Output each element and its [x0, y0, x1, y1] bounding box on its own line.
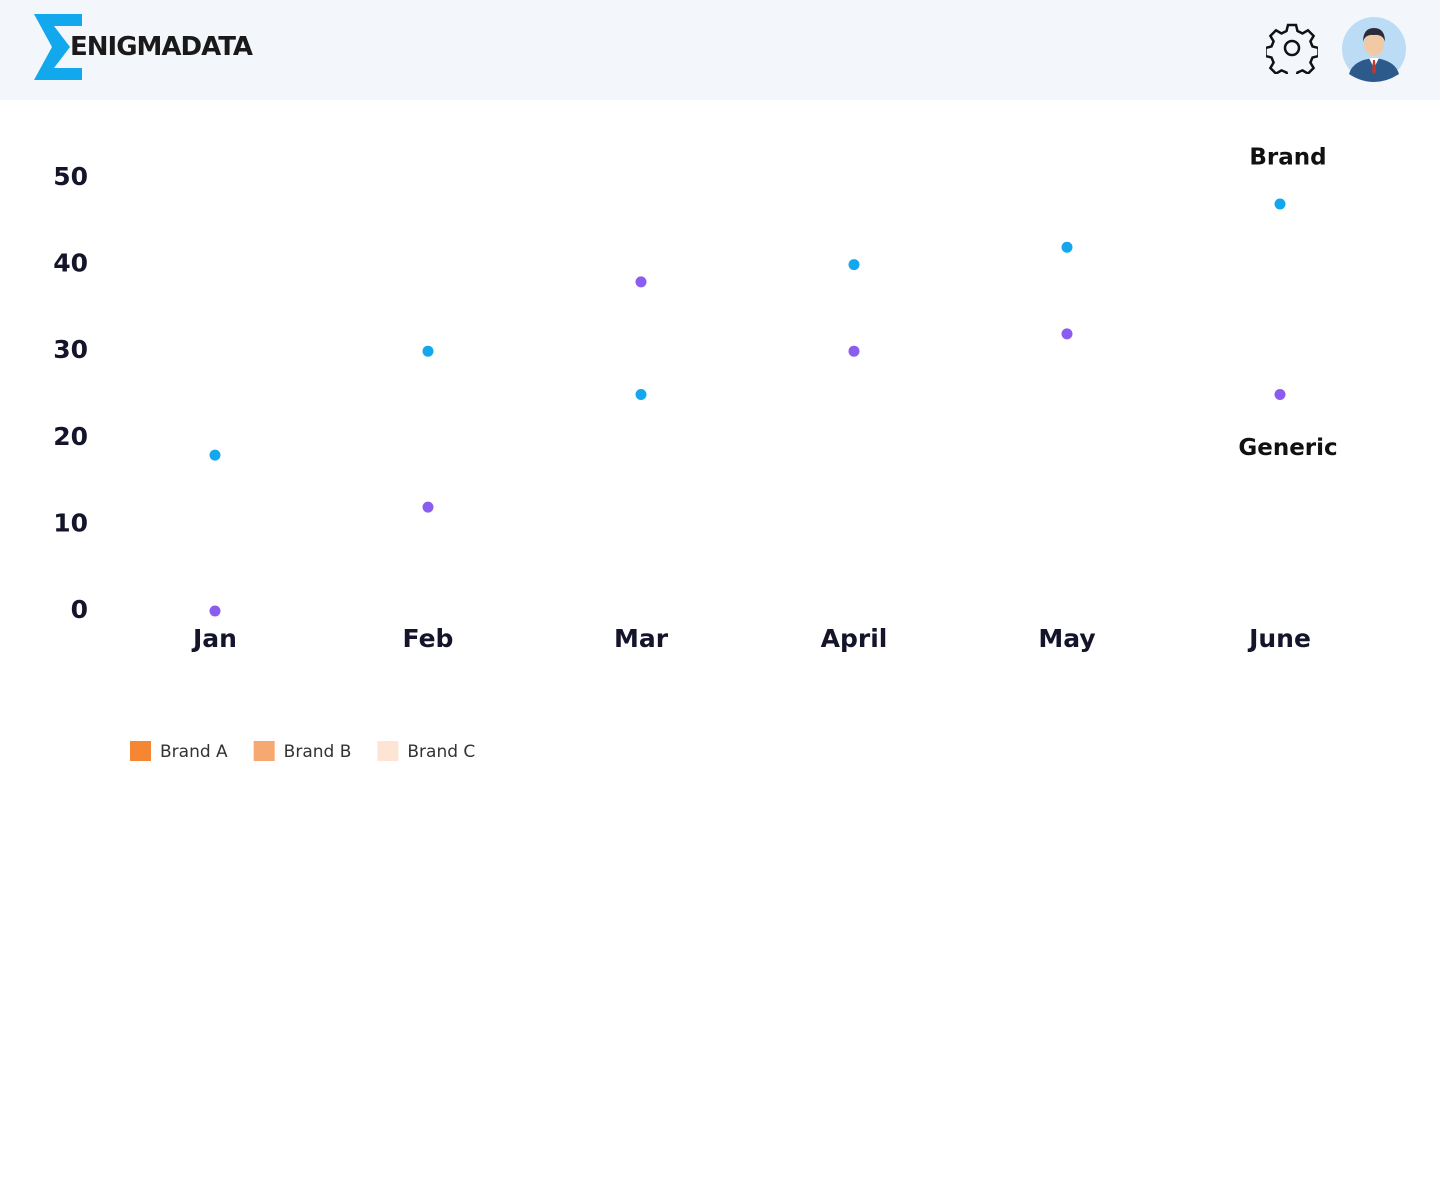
legend-swatch: [130, 741, 151, 761]
chart: 0 10 20 30 40 50 Jan Feb Mar April May June Brand Gen…: [53, 144, 1337, 762]
point: [1274, 389, 1286, 400]
point: [848, 259, 860, 271]
y-tick-label: 30: [53, 335, 88, 364]
x-tick-label: April: [821, 624, 888, 653]
legend-label: Brand A: [160, 742, 228, 762]
point: [1061, 328, 1073, 340]
y-tick-label: 50: [53, 162, 88, 191]
point: [209, 605, 221, 617]
point: [1061, 241, 1073, 253]
legend-swatch: [377, 741, 399, 761]
y-tick-label: 10: [53, 508, 88, 537]
y-tick-label: 0: [71, 595, 88, 624]
x-tick-label: Feb: [403, 624, 454, 653]
point: [422, 501, 434, 513]
legend-swatch: [253, 741, 275, 761]
point: [422, 345, 434, 357]
series-label: Brand: [1249, 144, 1326, 170]
point: [209, 449, 221, 461]
x-tick-label: Mar: [614, 624, 669, 653]
avatar[interactable]: [1341, 16, 1407, 82]
legend-label: Brand C: [407, 742, 475, 762]
y-tick-label: 20: [53, 422, 88, 451]
series-label: Generic: [1238, 435, 1337, 461]
point: [1274, 198, 1286, 210]
logo-icon: [34, 14, 82, 80]
settings-icon[interactable]: [1266, 22, 1318, 74]
logo: ENIGMADATA: [70, 32, 253, 62]
point: [635, 276, 647, 288]
x-tick-label: Jan: [191, 624, 237, 653]
point: [635, 389, 647, 400]
y-tick-label: 40: [53, 249, 88, 278]
legend-label: Brand B: [284, 742, 352, 762]
header: ENIGMADATA: [0, 0, 1440, 100]
x-tick-label: May: [1038, 624, 1095, 653]
point: [848, 345, 860, 357]
x-tick-label: June: [1247, 624, 1311, 653]
